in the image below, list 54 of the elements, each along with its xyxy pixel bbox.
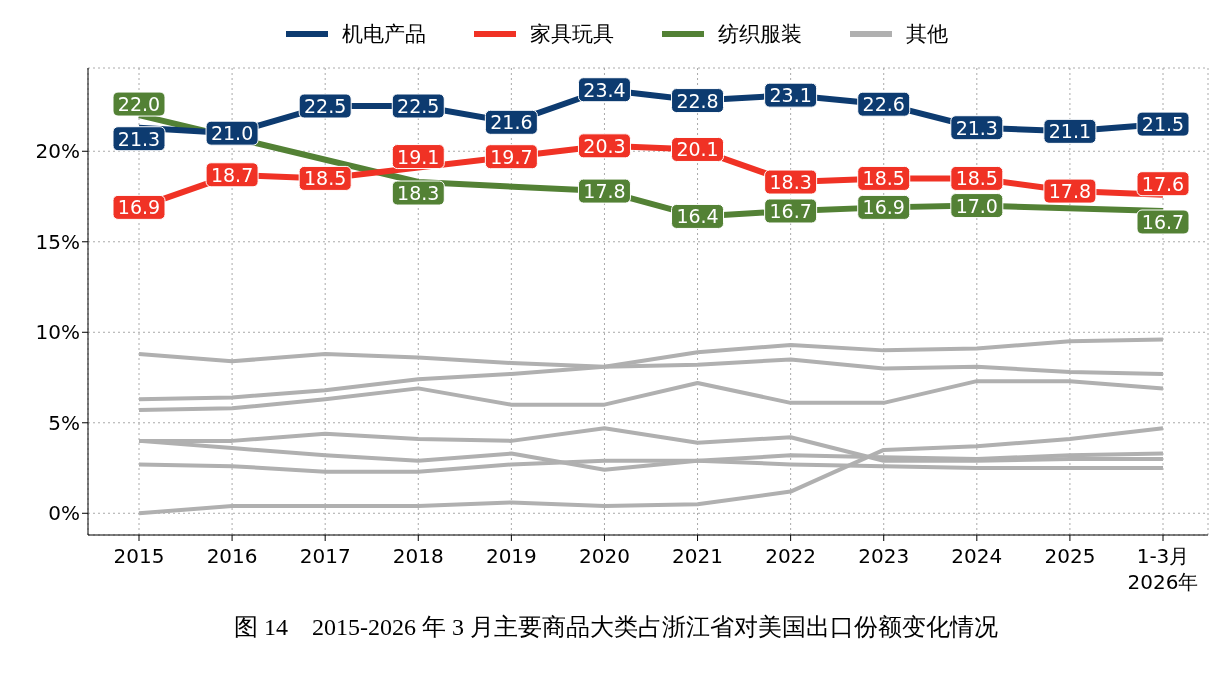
x-tick-label: 2016	[206, 544, 258, 568]
data-label: 18.5	[862, 167, 905, 190]
data-label: 18.7	[210, 163, 254, 186]
data-label: 16.7	[1141, 211, 1185, 233]
data-label: 17.6	[1141, 172, 1185, 195]
legend-label: 其他	[906, 21, 948, 48]
data-label: 22.8	[676, 89, 719, 112]
x-tick-label: 2017	[299, 544, 351, 568]
x-tick-label: 2022	[765, 544, 817, 568]
data-label: 21.0	[210, 122, 254, 145]
x-tick-label: 2021	[672, 544, 723, 568]
data-label: 22.0	[117, 93, 161, 116]
data-label: 16.4	[676, 205, 719, 228]
data-label: 19.1	[397, 145, 440, 168]
data-label: 16.9	[862, 196, 905, 219]
text: 图 14 2015-2026 年 3 月主要商品大类占浙江省对美国出口份额变化情况	[233, 613, 999, 642]
data-label: 18.5	[304, 167, 347, 190]
x-tick-label: 2018	[392, 544, 444, 568]
data-label: 20.3	[583, 134, 626, 157]
data-label: 17.0	[955, 194, 998, 217]
y-tick-label: 0%	[48, 501, 80, 526]
data-label: 19.7	[490, 145, 533, 168]
data-label: 21.3	[955, 116, 998, 139]
y-tick-label: 15%	[35, 229, 80, 254]
data-label: 16.7	[769, 200, 812, 222]
legend-label: 机电产品	[342, 21, 426, 48]
x-tick-label: 2020	[579, 544, 630, 568]
x-tick-label: 1-3月 2026年	[1127, 544, 1199, 594]
data-label: 20.1	[676, 138, 719, 161]
data-label: 18.3	[769, 171, 812, 194]
data-label: 17.8	[583, 180, 626, 203]
data-label: 16.9	[117, 196, 161, 219]
data-label: 21.5	[1141, 113, 1185, 136]
data-label: 21.1	[1048, 120, 1092, 143]
x-tick-label: 2015	[113, 544, 165, 568]
data-label: 21.3	[117, 127, 161, 150]
data-label: 22.5	[397, 95, 440, 118]
legend-label: 纺织服装	[718, 21, 802, 48]
x-tick-label: 2024	[951, 544, 1003, 568]
data-label: 18.3	[397, 182, 440, 205]
data-label: 23.4	[583, 78, 626, 101]
data-label: 21.6	[490, 111, 533, 134]
y-tick-label: 10%	[35, 320, 80, 345]
data-label: 18.5	[955, 167, 998, 190]
data-label: 22.6	[862, 93, 905, 116]
x-tick-label: 2019	[485, 544, 537, 568]
y-tick-label: 5%	[48, 410, 80, 435]
x-tick-label: 2025	[1044, 544, 1096, 568]
legend-label: 家具玩具	[530, 21, 614, 48]
data-label: 23.1	[769, 84, 812, 107]
data-label: 17.8	[1048, 180, 1092, 203]
x-tick-label: 2023	[858, 544, 910, 568]
data-label: 22.5	[304, 95, 347, 118]
y-tick-label: 20%	[35, 139, 80, 164]
